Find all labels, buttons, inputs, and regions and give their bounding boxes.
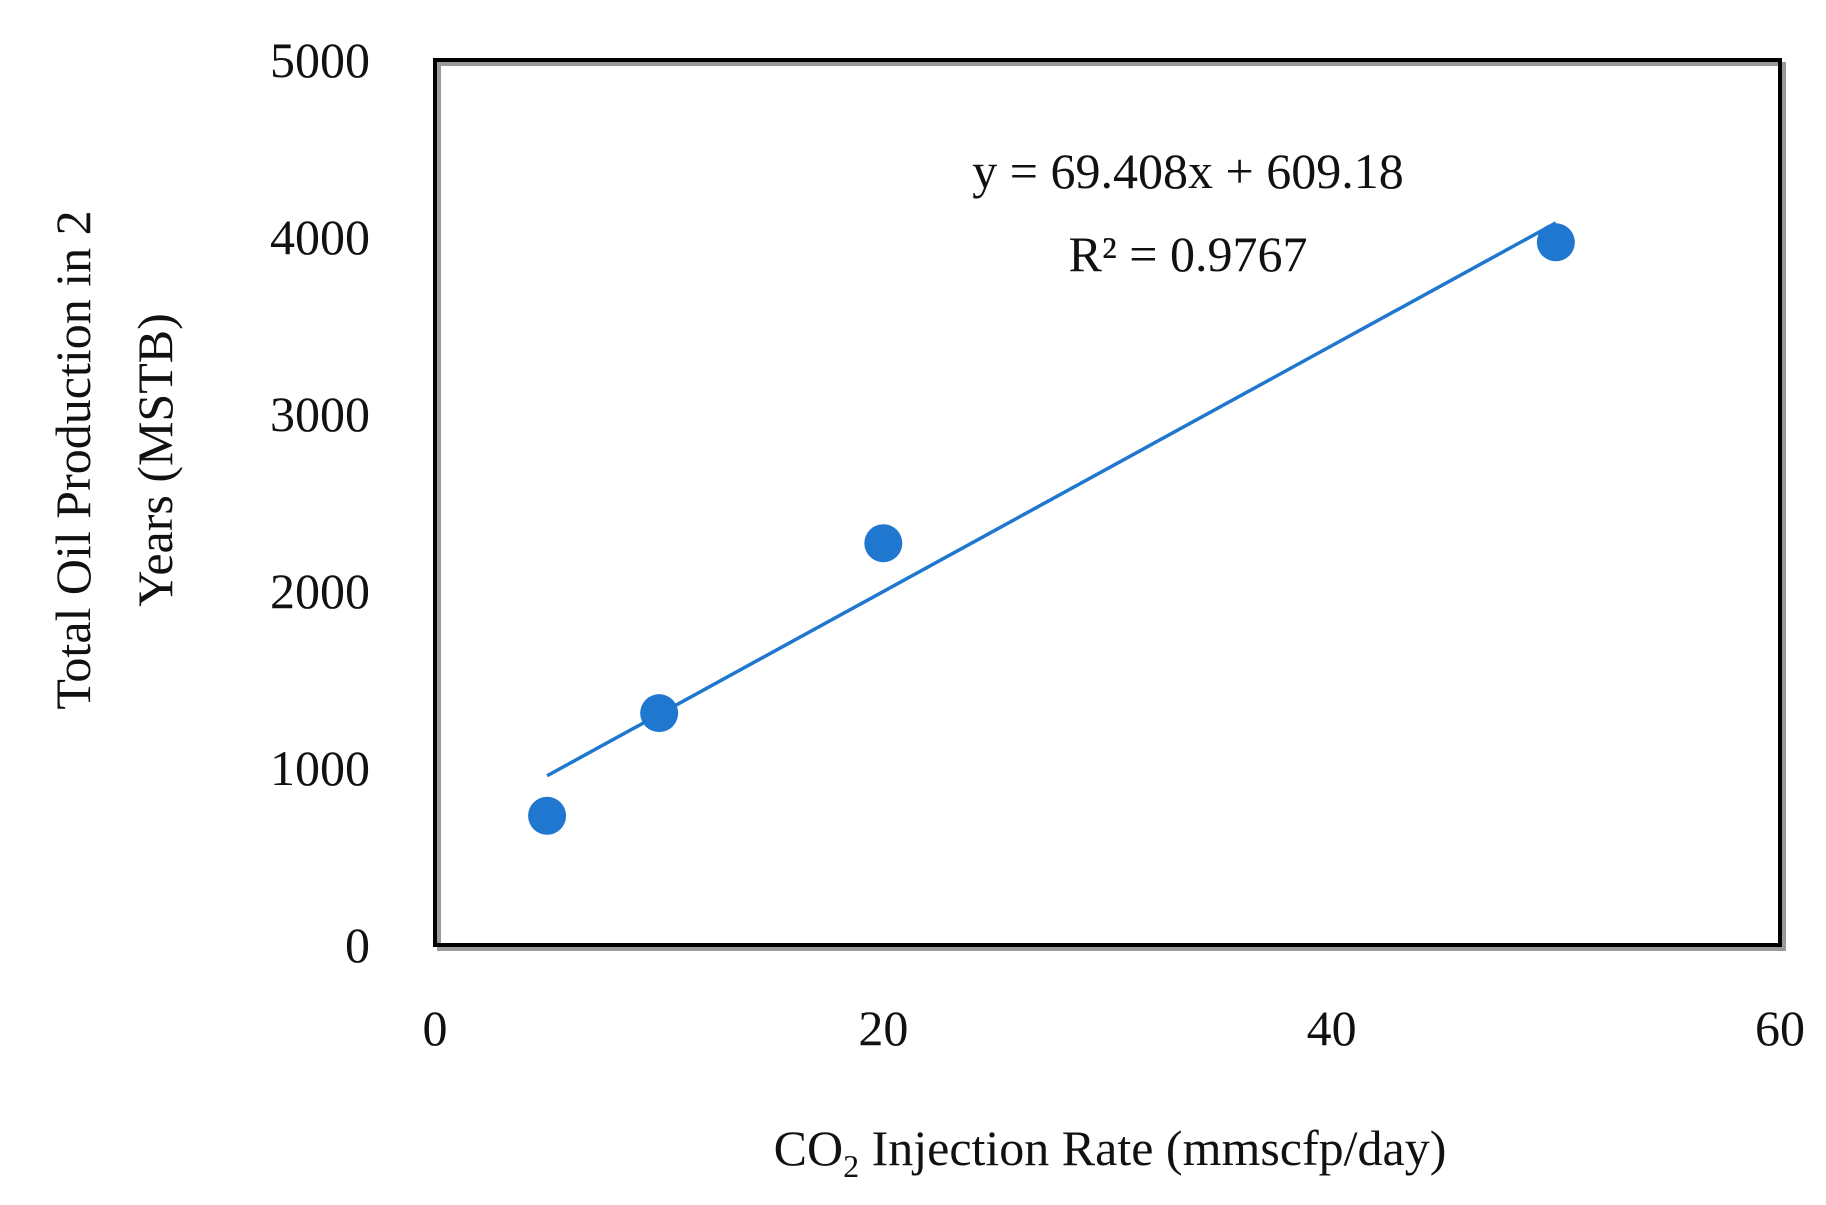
x-axis-label-prefix: CO bbox=[774, 1120, 843, 1176]
x-tick-label: 40 bbox=[1307, 1000, 1357, 1056]
y-axis-label-line-1: Total Oil Production in 2 bbox=[45, 210, 101, 709]
y-tick-label: 1000 bbox=[270, 740, 370, 796]
trendline-equation: y = 69.408x + 609.18 bbox=[972, 143, 1403, 199]
data-point-0-0 bbox=[528, 796, 567, 835]
x-tick-label: 60 bbox=[1755, 1000, 1805, 1056]
y-axis-label: Total Oil Production in 2 Years (MSTB) bbox=[45, 210, 183, 709]
trendline-layer bbox=[546, 221, 1557, 778]
plot-frame-shadow bbox=[437, 62, 1786, 951]
data-point-0-1 bbox=[640, 694, 679, 733]
y-tick-label: 5000 bbox=[270, 32, 370, 88]
data-points-layer bbox=[528, 223, 1575, 835]
x-tick-label: 20 bbox=[858, 1000, 908, 1056]
y-tick-label: 3000 bbox=[270, 386, 370, 442]
tick-labels-layer: 0 20 40 60 0 1000 2000 3000 4000 5000 bbox=[270, 32, 1805, 1056]
trendline bbox=[546, 221, 1557, 778]
plot-frame-layer bbox=[433, 58, 1786, 951]
x-axis-label-subscript: 2 bbox=[843, 1148, 859, 1184]
y-axis-label-line-2: Years (MSTB) bbox=[127, 313, 183, 607]
plot-frame bbox=[433, 58, 1782, 947]
data-point-0-3 bbox=[1536, 223, 1575, 262]
x-axis-label: CO2 Injection Rate (mmscfp/day) bbox=[774, 1120, 1447, 1184]
x-tick-label: 0 bbox=[423, 1000, 448, 1056]
y-tick-label: 2000 bbox=[270, 563, 370, 619]
data-point-0-2 bbox=[864, 524, 903, 563]
y-tick-label: 4000 bbox=[270, 209, 370, 265]
y-tick-label: 0 bbox=[345, 917, 370, 973]
trendline-r2: R² = 0.9767 bbox=[1068, 226, 1307, 282]
x-axis-label-suffix: Injection Rate (mmscfp/day) bbox=[859, 1120, 1446, 1176]
